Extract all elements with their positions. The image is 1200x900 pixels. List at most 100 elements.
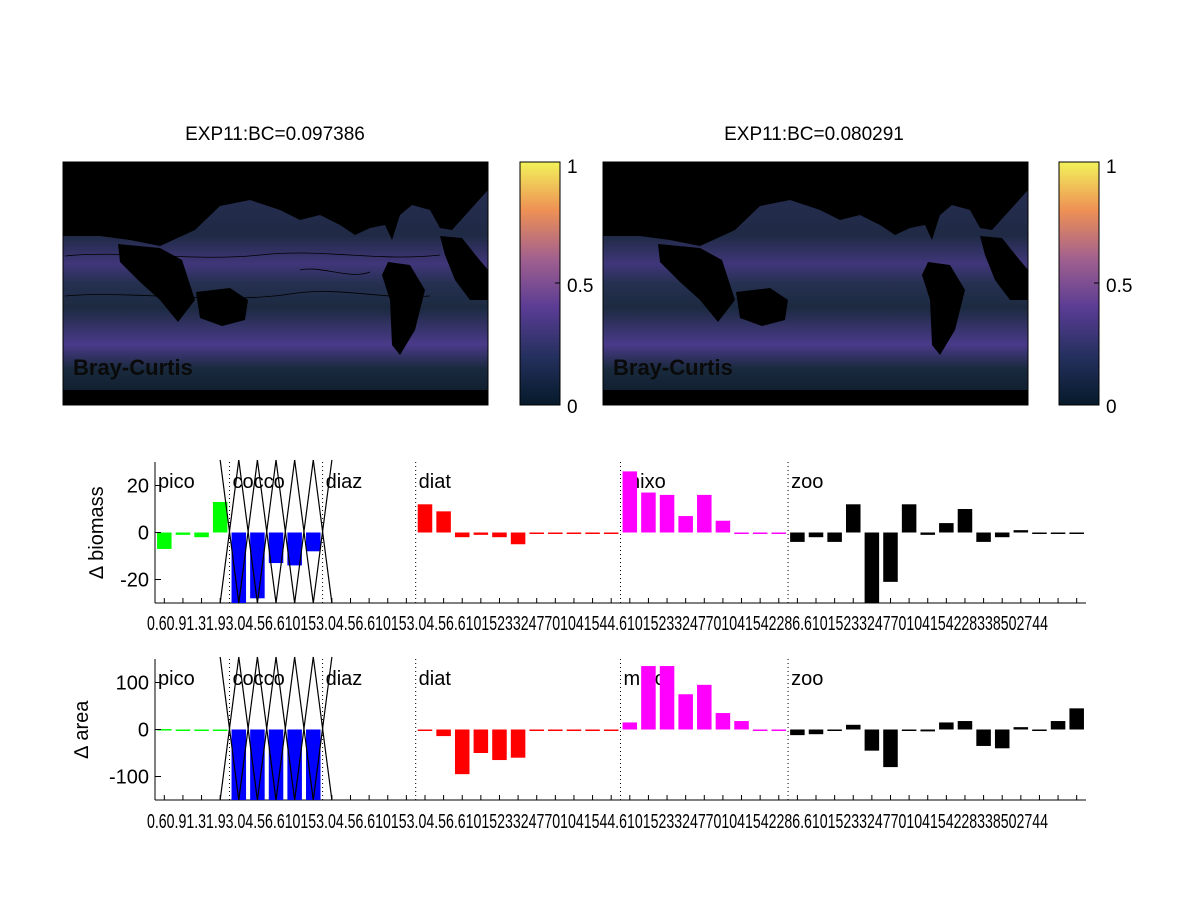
bar — [287, 532, 302, 566]
bar — [231, 729, 247, 800]
cross-line — [256, 656, 277, 801]
bar — [957, 721, 973, 730]
bar — [1050, 532, 1066, 534]
bar — [790, 532, 805, 542]
bar — [697, 684, 712, 730]
cross-line — [238, 656, 259, 801]
bar — [622, 722, 638, 730]
bar — [771, 729, 787, 731]
colorbar2-gradient — [1058, 161, 1100, 406]
colorbar1-gradient — [519, 161, 561, 406]
cross-line — [219, 656, 240, 801]
bar — [622, 471, 638, 533]
bar — [1013, 530, 1029, 533]
y-tick-label: 0 — [138, 523, 149, 545]
bar — [715, 713, 731, 730]
bar — [194, 729, 209, 731]
bar — [1032, 729, 1047, 731]
bar — [324, 729, 340, 731]
bar — [473, 729, 489, 753]
bar — [976, 729, 991, 746]
bar — [994, 532, 1010, 538]
bar — [771, 532, 787, 534]
map1-contours — [64, 252, 441, 299]
bar — [157, 532, 172, 549]
x-tick-labels: 0.60.91.31.93.04.56.610153.04.56.610153.… — [147, 811, 1048, 833]
bar — [827, 729, 842, 731]
bar — [343, 532, 358, 534]
y-axis-label: ∆ area — [71, 700, 93, 759]
bar — [1032, 532, 1047, 534]
bar — [529, 729, 544, 731]
map2-title: EXP11:BC=0.080291 — [724, 124, 904, 145]
bar — [380, 729, 396, 731]
y-axis-label: ∆ biomass — [86, 486, 108, 578]
bar — [436, 511, 451, 533]
group-label-pico: pico — [158, 668, 195, 690]
bar — [659, 494, 675, 533]
bar — [901, 729, 917, 731]
y-tick-label: 100 — [116, 673, 149, 695]
bar — [175, 532, 191, 535]
bar — [678, 694, 693, 730]
bar — [175, 729, 191, 731]
colorbar2: 1 0.5 0 — [1058, 157, 1132, 418]
bar — [845, 724, 861, 730]
map1-land — [63, 162, 488, 405]
bar — [510, 532, 526, 545]
bar — [194, 532, 209, 538]
group-label-zoo: zoo — [791, 668, 823, 690]
bar — [790, 729, 805, 736]
bar — [566, 532, 582, 534]
bar — [324, 532, 340, 534]
map1-title: EXP11:BC=0.097386 — [185, 124, 365, 145]
colorbar2-tick-mid: 0.5 — [1106, 276, 1132, 297]
bar — [361, 729, 377, 731]
bar — [566, 729, 582, 731]
bar — [380, 532, 396, 534]
bar — [212, 729, 228, 731]
cross-line — [312, 656, 333, 801]
group-label-diaz: diaz — [326, 471, 363, 493]
x-tick-labels: 0.60.91.31.93.04.56.610153.04.56.610153.… — [147, 613, 1048, 635]
group-label-pico: pico — [158, 471, 195, 493]
bar — [492, 532, 507, 538]
group-label-cocco: cocco — [232, 668, 284, 690]
colorbar2-tick-max: 1 — [1106, 157, 1117, 178]
y-tick-label: 20 — [127, 476, 149, 498]
bar — [734, 721, 749, 730]
bar — [976, 532, 991, 542]
bar — [752, 729, 768, 731]
bar — [306, 532, 321, 552]
bar — [939, 722, 954, 730]
bar — [268, 532, 284, 564]
y-tick-label: -100 — [109, 767, 149, 789]
colorbar1-tick-min: 0 — [567, 397, 578, 418]
bar — [808, 532, 824, 538]
cross-line — [294, 459, 314, 604]
bar — [492, 729, 507, 761]
map1-label: Bray-Curtis — [73, 355, 193, 380]
colorbar2-tick-min: 0 — [1106, 397, 1117, 418]
bar — [510, 729, 526, 758]
bar — [883, 729, 898, 768]
bar — [585, 729, 600, 731]
bar — [250, 729, 265, 800]
bar — [417, 504, 433, 533]
bar — [697, 494, 712, 533]
bar — [473, 532, 489, 535]
bar — [603, 729, 619, 731]
y-tick-label: -20 — [120, 570, 149, 592]
map2-land — [603, 162, 1028, 405]
bar — [920, 729, 935, 732]
bar — [1069, 532, 1084, 534]
cross-line — [238, 459, 259, 604]
cross-line — [275, 459, 296, 604]
bar — [343, 729, 358, 731]
bar — [231, 532, 247, 603]
colorbar1: 1 0.5 0 — [519, 157, 593, 418]
group-label-diat: diat — [419, 471, 452, 493]
bar — [659, 666, 675, 730]
cross-line — [312, 459, 333, 604]
